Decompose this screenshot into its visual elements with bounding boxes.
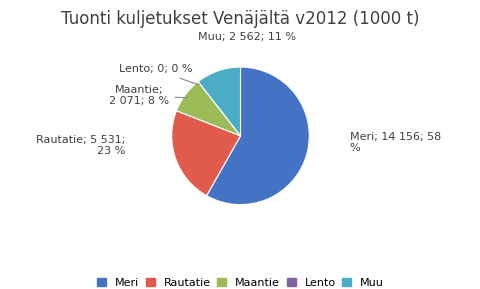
- Wedge shape: [198, 67, 240, 136]
- Text: Maantie;
2 071; 8 %: Maantie; 2 071; 8 %: [109, 85, 187, 106]
- Text: Meri; 14 156; 58
%: Meri; 14 156; 58 %: [349, 131, 440, 153]
- Text: Muu; 2 562; 11 %: Muu; 2 562; 11 %: [198, 32, 295, 42]
- Wedge shape: [206, 67, 309, 205]
- Title: Tuonti kuljetukset Venäjältä v2012 (1000 t): Tuonti kuljetukset Venäjältä v2012 (1000…: [61, 10, 419, 27]
- Wedge shape: [176, 81, 240, 136]
- Wedge shape: [198, 81, 240, 136]
- Text: Lento; 0; 0 %: Lento; 0; 0 %: [119, 64, 199, 85]
- Legend: Meri, Rautatie, Maantie, Lento, Muu: Meri, Rautatie, Maantie, Lento, Muu: [97, 278, 383, 288]
- Wedge shape: [171, 111, 240, 196]
- Text: Rautatie; 5 531;
23 %: Rautatie; 5 531; 23 %: [36, 135, 125, 156]
